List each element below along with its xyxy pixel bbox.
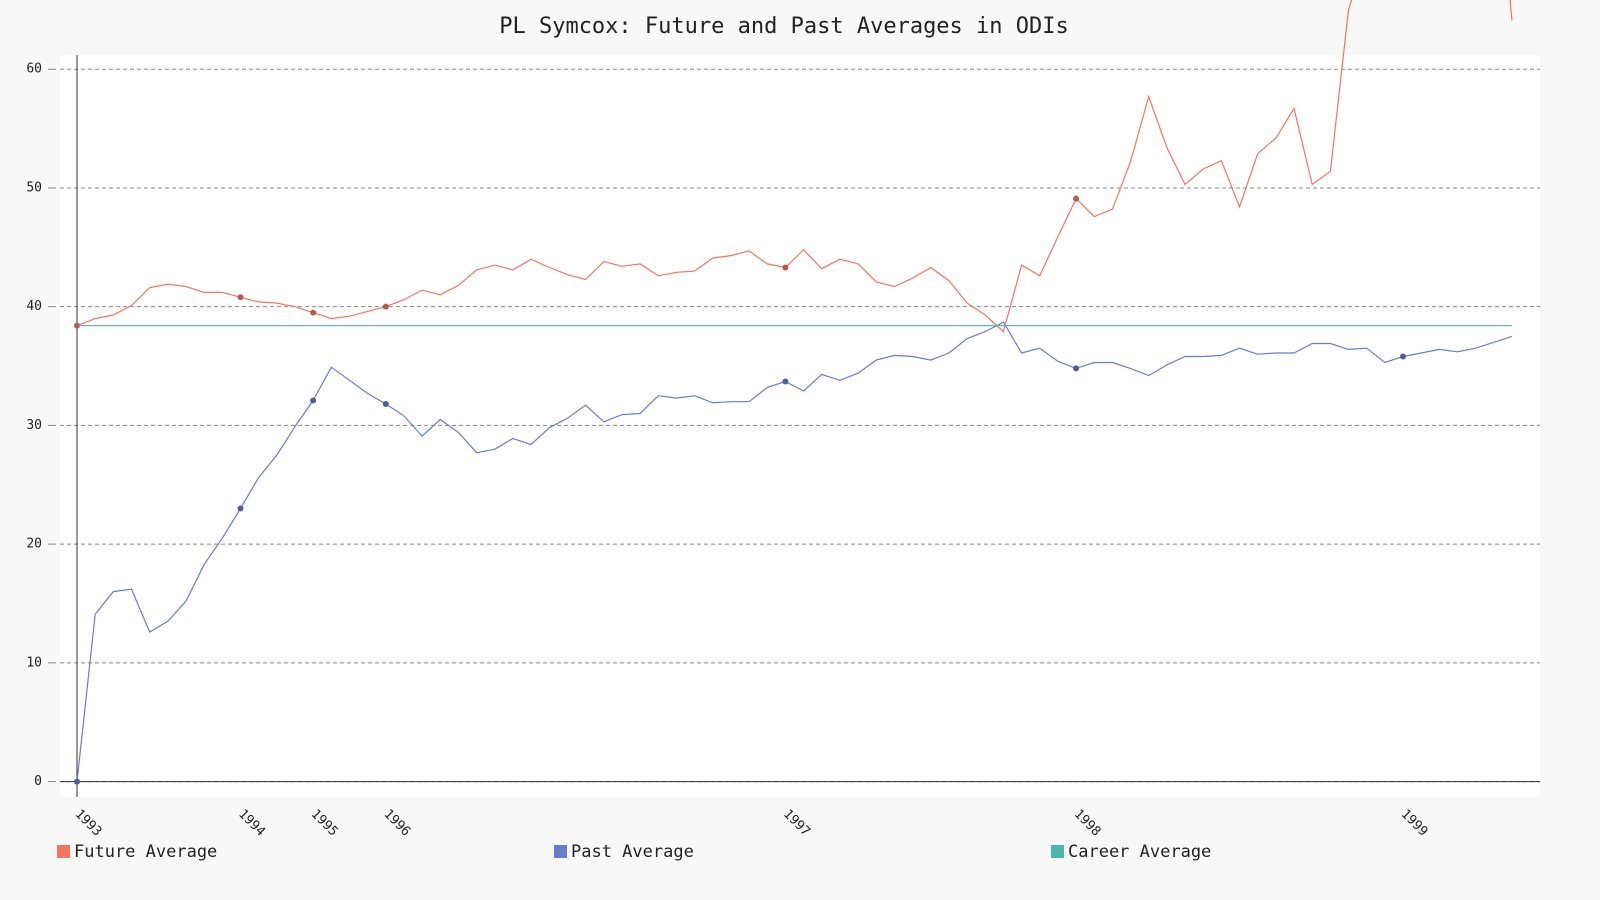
y-tick-label: 40	[26, 299, 42, 314]
legend-swatch	[1051, 845, 1064, 858]
series-marker	[237, 294, 244, 301]
x-tick-label: 1997	[780, 807, 813, 840]
series-line	[76, 0, 1513, 333]
y-tick-label: 30	[26, 418, 42, 433]
series-marker	[310, 309, 317, 316]
plot-area	[60, 55, 1540, 797]
x-tick-label: 1999	[1398, 807, 1431, 840]
chart-title: PL Symcox: Future and Past Averages in O…	[499, 14, 1069, 39]
legend-label: Future Average	[74, 842, 217, 862]
y-tick-label: 60	[26, 62, 42, 77]
y-tick-label: 0	[34, 774, 42, 789]
legend-label: Career Average	[1068, 842, 1211, 862]
series-marker	[1073, 365, 1080, 372]
legend-swatch	[57, 845, 70, 858]
x-tick-label: 1996	[380, 807, 413, 840]
x-tick-label: 1993	[72, 807, 105, 840]
y-tick-label: 10	[26, 655, 42, 670]
series-marker	[310, 397, 317, 404]
x-tick-label: 1995	[308, 807, 341, 840]
series-marker	[237, 505, 244, 512]
series-marker	[782, 378, 789, 385]
series-marker	[74, 778, 80, 785]
x-tick-label: 1998	[1071, 807, 1104, 840]
legend-swatch	[554, 845, 567, 858]
legend-label: Past Average	[571, 842, 694, 862]
x-tick-label: 1994	[235, 807, 268, 840]
series-marker	[382, 401, 389, 408]
series-marker	[782, 264, 789, 271]
series-marker	[382, 303, 389, 310]
y-tick-label: 50	[26, 180, 42, 195]
y-tick-label: 20	[26, 537, 42, 552]
series-marker	[1400, 353, 1407, 360]
series-marker	[1073, 195, 1080, 202]
series-line	[76, 321, 1513, 782]
